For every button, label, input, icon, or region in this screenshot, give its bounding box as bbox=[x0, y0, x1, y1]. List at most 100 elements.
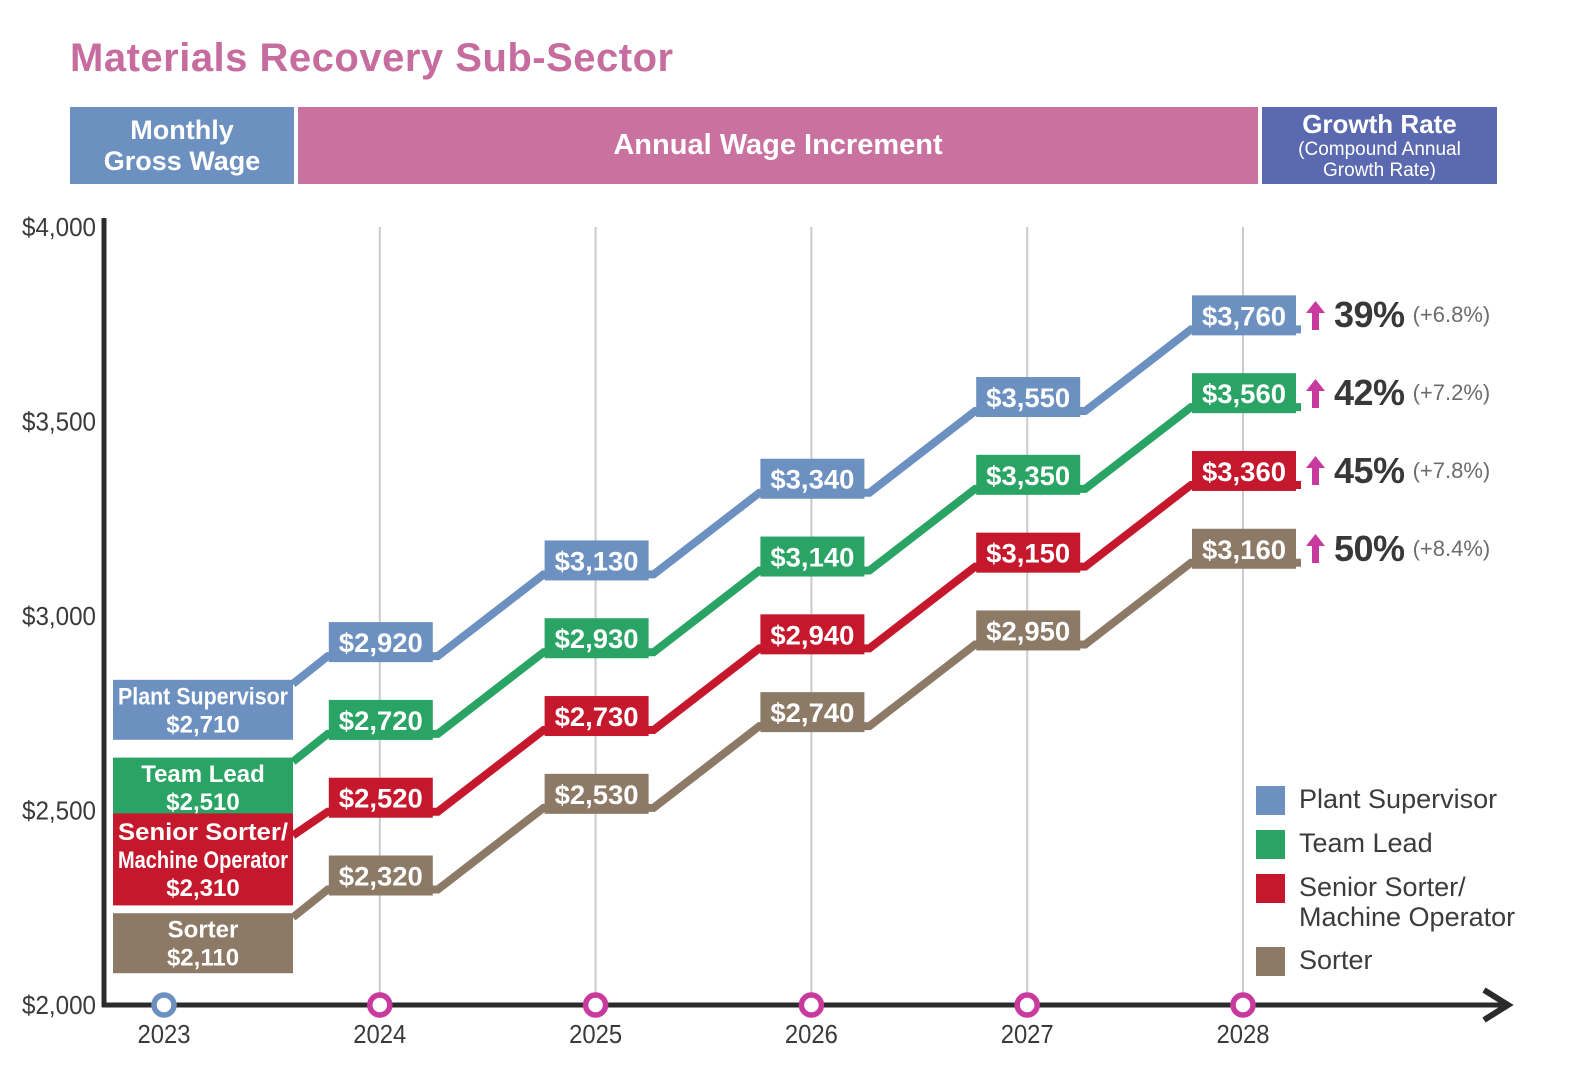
value-label-box bbox=[760, 614, 865, 655]
chart-legend: Plant Supervisor Team Lead Senior Sorter/ … bbox=[1256, 784, 1515, 976]
header-monthly-line1: Monthly bbox=[130, 114, 234, 145]
value-label-box bbox=[760, 458, 865, 499]
header-annual-label: Annual Wage Increment bbox=[613, 129, 943, 161]
header-growth-rate-title: Growth Rate bbox=[1302, 109, 1457, 139]
value-label-text: $2,530 bbox=[555, 780, 639, 810]
value-label-box bbox=[976, 610, 1081, 651]
y-tick-label: $3,000 bbox=[22, 601, 96, 631]
value-label-box bbox=[328, 699, 433, 740]
value-label-box bbox=[760, 692, 865, 733]
value-label-text: $3,130 bbox=[555, 546, 639, 576]
growth-annotation: 42% (+7.2%) bbox=[1306, 372, 1490, 414]
up-arrow-icon bbox=[1306, 456, 1325, 486]
legend-swatch bbox=[1256, 947, 1285, 976]
x-tick-label: 2026 bbox=[785, 1019, 838, 1049]
start-label-text: Plant Supervisor bbox=[118, 683, 288, 710]
start-label-text: $2,710 bbox=[166, 711, 239, 738]
value-label-box bbox=[328, 777, 433, 818]
year-marker-2024 bbox=[367, 992, 393, 1018]
growth-cagr: (+7.8%) bbox=[1412, 457, 1491, 483]
start-label-text: $2,510 bbox=[166, 789, 239, 816]
legend-label: Team Lead bbox=[1299, 828, 1433, 858]
y-tick-label: $2,000 bbox=[22, 990, 96, 1020]
value-label-box bbox=[976, 377, 1081, 418]
year-marker-2025 bbox=[582, 992, 609, 1018]
value-label-text: $3,550 bbox=[986, 383, 1070, 413]
value-label-box bbox=[976, 454, 1081, 495]
value-label-text: $3,560 bbox=[1202, 379, 1286, 409]
legend-swatch bbox=[1256, 830, 1285, 859]
growth-total: 39% bbox=[1334, 294, 1405, 336]
value-label-box bbox=[544, 696, 649, 737]
value-label-text: $3,150 bbox=[986, 539, 1070, 569]
value-label-text: $3,360 bbox=[1202, 457, 1286, 487]
value-label-text: $2,950 bbox=[986, 616, 1070, 646]
x-tick-label: 2027 bbox=[1001, 1019, 1054, 1049]
value-label-box bbox=[328, 622, 433, 663]
growth-cagr: (+8.4%) bbox=[1412, 535, 1491, 561]
value-label-text: $3,160 bbox=[1202, 535, 1286, 565]
x-tick-label: 2028 bbox=[1217, 1019, 1270, 1049]
growth-total: 42% bbox=[1334, 372, 1405, 414]
start-label-text: Sorter bbox=[168, 917, 239, 944]
value-label-text: $2,320 bbox=[339, 862, 423, 892]
legend-label: Senior Sorter/ Machine Operator bbox=[1299, 872, 1516, 932]
header-annual-wage-increment: Annual Wage Increment bbox=[298, 107, 1258, 184]
legend-item: Team Lead bbox=[1256, 828, 1515, 859]
start-label-box bbox=[113, 757, 293, 818]
value-label-text: $2,930 bbox=[555, 624, 639, 654]
growth-cagr: (+7.2%) bbox=[1412, 380, 1491, 406]
growth-total: 50% bbox=[1334, 527, 1405, 569]
value-label-box bbox=[1192, 295, 1296, 336]
year-marker-2027 bbox=[1014, 992, 1040, 1018]
legend-swatch bbox=[1256, 874, 1285, 903]
start-label-box bbox=[113, 813, 293, 906]
year-marker-2026 bbox=[798, 992, 825, 1018]
start-label-text: Senior Sorter/ bbox=[118, 819, 288, 846]
value-label-text: $2,730 bbox=[555, 702, 639, 732]
growth-annotation: 45% (+7.8%) bbox=[1306, 450, 1490, 492]
value-label-box bbox=[1192, 528, 1296, 569]
header-monthly-gross-wage: Monthly Gross Wage bbox=[70, 107, 294, 184]
page-title: Materials Recovery Sub-Sector bbox=[70, 36, 674, 80]
start-label-text: $2,310 bbox=[166, 875, 239, 902]
header-growth-rate-sub2: Growth Rate) bbox=[1323, 160, 1436, 181]
up-arrow-icon bbox=[1306, 300, 1325, 330]
legend-item: Senior Sorter/ Machine Operator bbox=[1256, 872, 1515, 932]
up-arrow-icon bbox=[1306, 534, 1325, 564]
start-label-text: Team Lead bbox=[141, 761, 265, 788]
x-axis-arrow-icon bbox=[1482, 987, 1514, 1023]
header-growth-rate-sub1: (Compound Annual bbox=[1298, 139, 1461, 160]
y-tick-label: $2,500 bbox=[22, 796, 96, 826]
value-label-text: $3,140 bbox=[770, 543, 854, 573]
growth-total: 45% bbox=[1334, 449, 1405, 491]
legend-swatch bbox=[1256, 786, 1285, 815]
value-label-box bbox=[544, 618, 649, 659]
value-label-text: $2,920 bbox=[339, 628, 423, 658]
value-label-text: $3,760 bbox=[1202, 301, 1286, 331]
value-label-box bbox=[1192, 373, 1296, 414]
value-label-text: $2,520 bbox=[339, 784, 423, 814]
value-label-box bbox=[976, 532, 1081, 573]
x-tick-label: 2023 bbox=[138, 1019, 191, 1049]
start-label-text: Machine Operator bbox=[118, 847, 288, 874]
header-growth-rate: Growth Rate (Compound Annual Growth Rate… bbox=[1262, 107, 1497, 184]
legend-item: Plant Supervisor bbox=[1256, 784, 1515, 815]
start-label-box bbox=[113, 913, 293, 974]
value-label-text: $2,720 bbox=[339, 706, 423, 736]
legend-item: Sorter bbox=[1256, 945, 1515, 976]
y-tick-label: $3,500 bbox=[22, 407, 96, 437]
legend-label: Sorter bbox=[1299, 945, 1373, 975]
x-tick-label: 2024 bbox=[353, 1019, 406, 1049]
legend-label: Plant Supervisor bbox=[1299, 784, 1498, 814]
y-tick-label: $4,000 bbox=[22, 212, 96, 242]
value-label-box bbox=[1192, 450, 1296, 491]
value-label-box bbox=[544, 773, 649, 814]
year-marker-2023 bbox=[151, 992, 177, 1018]
up-arrow-icon bbox=[1306, 378, 1325, 408]
value-label-text: $3,340 bbox=[770, 465, 854, 495]
value-label-text: $3,350 bbox=[986, 461, 1070, 491]
start-label-box bbox=[113, 679, 293, 740]
